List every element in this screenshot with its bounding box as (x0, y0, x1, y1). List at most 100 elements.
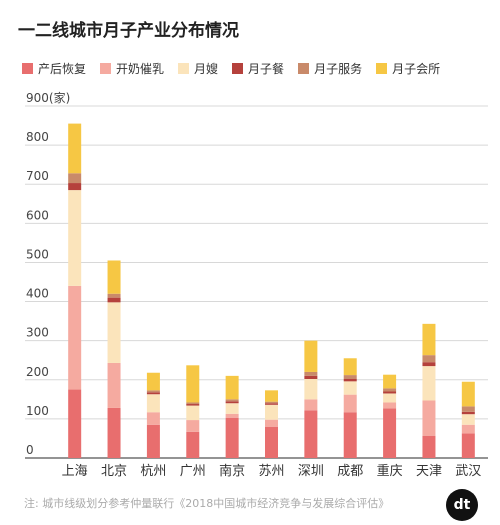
bar-segment (146, 412, 160, 425)
bar-segment (225, 401, 239, 404)
x-tick-label: 北京 (101, 464, 127, 479)
x-tick-label: 广州 (180, 464, 206, 479)
bar-segment (186, 405, 200, 421)
y-tick-label: 800 (26, 130, 49, 144)
legend-swatch (22, 63, 33, 74)
bar-segment (186, 404, 200, 406)
y-tick-label: 500 (26, 247, 49, 261)
bar-segment (383, 374, 397, 389)
bar-segment (343, 394, 357, 413)
bar-segment (225, 403, 239, 414)
bar-segment (461, 381, 475, 407)
x-tick-label: 南京 (219, 463, 245, 479)
bar-segment (383, 402, 397, 409)
bar-segment (225, 399, 239, 402)
x-tick-label: 深圳 (298, 464, 324, 479)
bar-segment (107, 293, 121, 298)
bar-segment (304, 371, 318, 376)
x-tick-label: 天津 (416, 464, 442, 479)
bar-segment (343, 378, 357, 382)
dt-logo: dt (446, 489, 478, 521)
legend-label: 产后恢复 (38, 62, 87, 76)
bar-segment (265, 426, 278, 458)
legend-item: 月子服务 (298, 60, 362, 77)
legend-label: 开奶催乳 (116, 62, 165, 76)
bar-segment (68, 389, 82, 458)
bar-segment (461, 433, 475, 458)
y-tick-label: 600 (26, 208, 49, 222)
bar-segment (304, 375, 318, 379)
legend-item: 开奶催乳 (100, 60, 164, 77)
bar-segment (225, 413, 239, 418)
bar-segment (186, 402, 200, 405)
x-tick-label: 苏州 (258, 463, 284, 479)
chart-title: 一二线城市月子产业分布情况 (18, 21, 239, 41)
bar-segment (422, 355, 436, 363)
bar-segment (343, 412, 357, 458)
bar-segment (422, 400, 436, 436)
bar-segment (107, 362, 121, 408)
legend-item: 产后恢复 (22, 60, 86, 77)
footnote: 注: 城市线级划分参考仲量联行《2018中国城市经济竞争与发展综合评估》 (24, 497, 390, 510)
bar-segment (343, 381, 357, 395)
x-tick-label: 上海 (62, 464, 88, 479)
bar-segment (186, 431, 200, 458)
bar-segment (68, 285, 82, 390)
bar-segment (68, 183, 82, 191)
bar-segment (461, 414, 475, 425)
bar-segment (146, 390, 160, 393)
bar-segment (107, 297, 121, 303)
y-tick-label: 200 (26, 365, 49, 379)
bar-segment (107, 302, 121, 363)
bar-segment (107, 407, 121, 458)
bar-segment (343, 358, 357, 376)
legend-label: 月嫂 (194, 62, 219, 76)
bar-segment (422, 435, 436, 458)
bar-segment (68, 123, 82, 174)
y-tick-label: 100 (26, 404, 49, 418)
bar-segment (265, 401, 278, 404)
bar-segment (461, 406, 475, 412)
bar-segment (422, 362, 436, 367)
legend-item: 月嫂 (178, 60, 218, 77)
legend-item: 月子餐 (232, 60, 284, 77)
legend-label: 月子会所 (392, 62, 441, 76)
bar-segment (146, 372, 160, 391)
bar-segment (146, 424, 160, 458)
y-tick-label: 300 (26, 326, 49, 340)
x-tick-label: 杭州 (140, 464, 166, 479)
bar-segment (304, 340, 318, 372)
bar-segment (461, 424, 475, 434)
x-tick-label: 重庆 (377, 463, 403, 479)
bar-segment (225, 375, 239, 400)
bar-segment (68, 190, 82, 286)
legend-swatch (100, 63, 112, 74)
bar-segment (186, 365, 200, 403)
y-tick-label: 900(家) (26, 90, 70, 105)
legend-swatch (376, 63, 388, 74)
legend-swatch (298, 63, 310, 74)
x-tick-label: 武汉 (455, 464, 481, 479)
bar-segment (225, 417, 239, 458)
legend-swatch (178, 63, 190, 74)
bar-segment (383, 388, 397, 392)
y-tick-label: 400 (26, 287, 49, 301)
bar-segment (304, 378, 318, 400)
legend-swatch (232, 63, 244, 74)
legend-label: 月子餐 (248, 62, 285, 76)
y-tick-label: 0 (26, 443, 34, 457)
bar-segment (265, 404, 278, 420)
bar-segment (422, 323, 436, 356)
bar-segment (265, 403, 278, 405)
bar-segment (383, 408, 397, 458)
bar-segment (304, 399, 318, 411)
x-tick-label: 成都 (337, 464, 363, 479)
bar-segment (383, 391, 397, 394)
legend: 产后恢复 开奶催乳 月嫂 月子餐 月子服务 月子会所 (22, 60, 440, 77)
bar-segment (146, 394, 160, 413)
legend-item: 月子会所 (376, 60, 440, 77)
bar-segment (68, 173, 82, 184)
bar-segment (186, 420, 200, 432)
bar-segment (461, 411, 475, 415)
bar-segment (422, 366, 436, 401)
